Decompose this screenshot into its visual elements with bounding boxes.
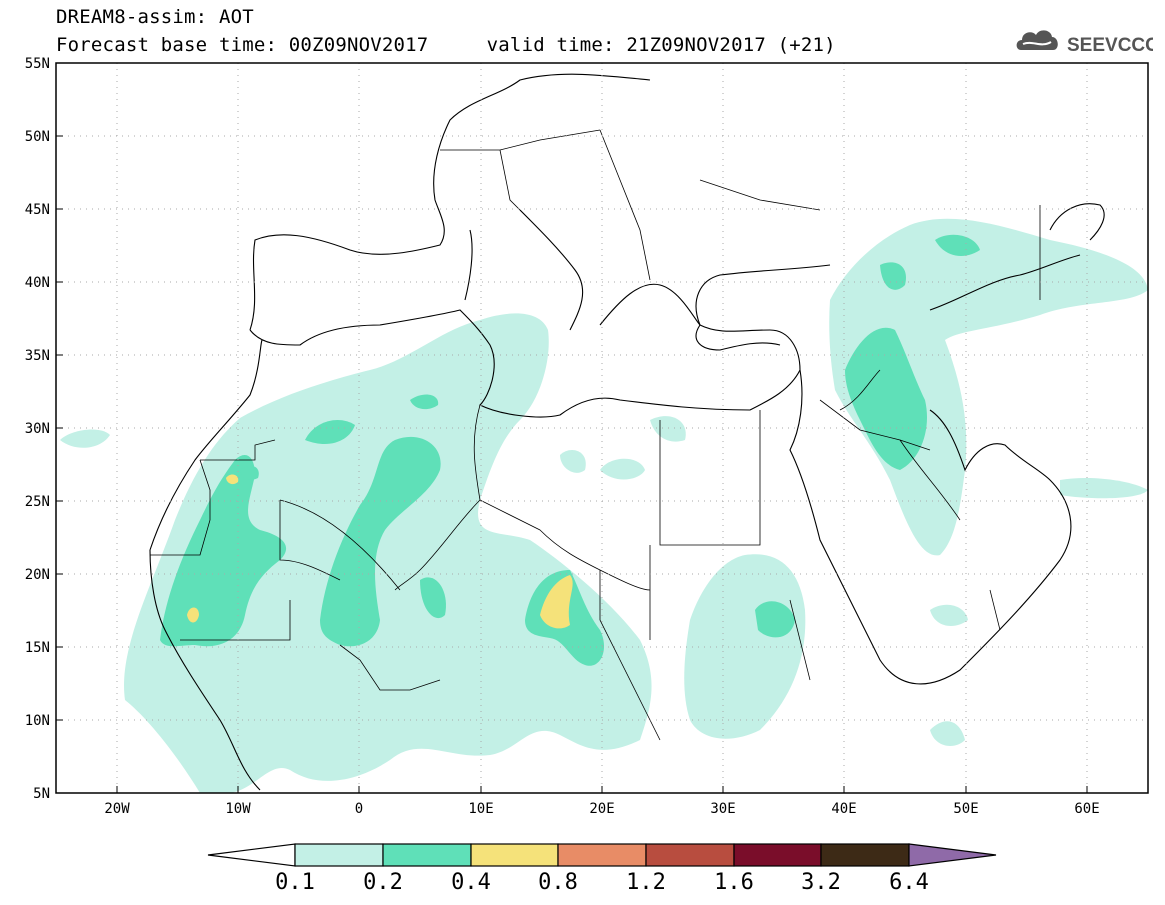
lat-label-35n: 35N [25,348,50,364]
lat-label-5n: 5N [33,786,50,802]
lat-label-25n: 25N [25,494,50,510]
colorbar-label: 0.2 [363,870,403,895]
colorbar-bin-1.2-1.6 [645,843,735,867]
lat-label-10n: 10N [25,713,50,729]
colorbar-label: 1.2 [626,870,666,895]
lon-label-50e: 50E [953,801,978,817]
seevccc-logo: SEEVCCC [1013,20,1159,60]
lat-label-20n: 20N [25,567,50,583]
colorbar-bin-3.2-6.4 [820,843,910,867]
lon-label-0: 0 [355,801,363,817]
colorbar-bin-0.8-1.2 [557,843,647,867]
colorbar [207,843,997,867]
colorbar-bin-0.2-0.4 [382,843,472,867]
aot-level-0.1 [60,218,1148,793]
colorbar-label: 3.2 [801,870,841,895]
axis-ticks [56,62,1088,794]
colorbar-label: 1.6 [714,870,754,895]
lon-label-60e: 60E [1074,801,1099,817]
lat-label-40n: 40N [25,275,50,291]
lat-label-30n: 30N [25,421,50,437]
colorbar-label: 6.4 [889,870,929,895]
cloud-icon: SEEVCCC [1016,30,1159,56]
lon-label-40e: 40E [831,801,856,817]
logo-text: SEEVCCC [1067,35,1153,56]
lon-label-30e: 30E [710,801,735,817]
lat-label-55n: 55N [25,56,50,72]
forecast-time-line: Forecast base time: 00Z09NOV2017 valid t… [56,34,836,56]
country-borders [150,129,1041,741]
lat-label-15n: 15N [25,640,50,656]
map-title: DREAM8-assim: AOT [56,6,254,28]
aot-level-0.4 [187,474,573,629]
aot-level-0.2 [160,234,980,666]
colorbar-label: 0.1 [275,870,315,895]
lon-label-10w: 10W [225,801,251,817]
forecast-base-time: Forecast base time: 00Z09NOV2017 [56,34,429,56]
lon-label-20e: 20E [589,801,614,817]
graticule [56,63,1148,793]
colorbar-bin-1.6-3.2 [733,843,822,867]
lat-label-50n: 50N [25,129,50,145]
coastlines [149,73,1105,791]
valid-time: valid time: 21Z09NOV2017 (+21) [486,34,836,56]
colorbar-arrow-low [207,843,296,867]
colorbar-label: 0.4 [451,870,491,895]
lon-label-10e: 10E [468,801,493,817]
colorbar-arrow-high [908,843,997,867]
lon-label-20w: 20W [104,801,130,817]
colorbar-bin-0.4-0.8 [470,843,559,867]
colorbar-label: 0.8 [538,870,578,895]
aot-shading [60,218,1148,793]
colorbar-bin-0.1-0.2 [294,843,384,867]
lat-label-45n: 45N [25,202,50,218]
